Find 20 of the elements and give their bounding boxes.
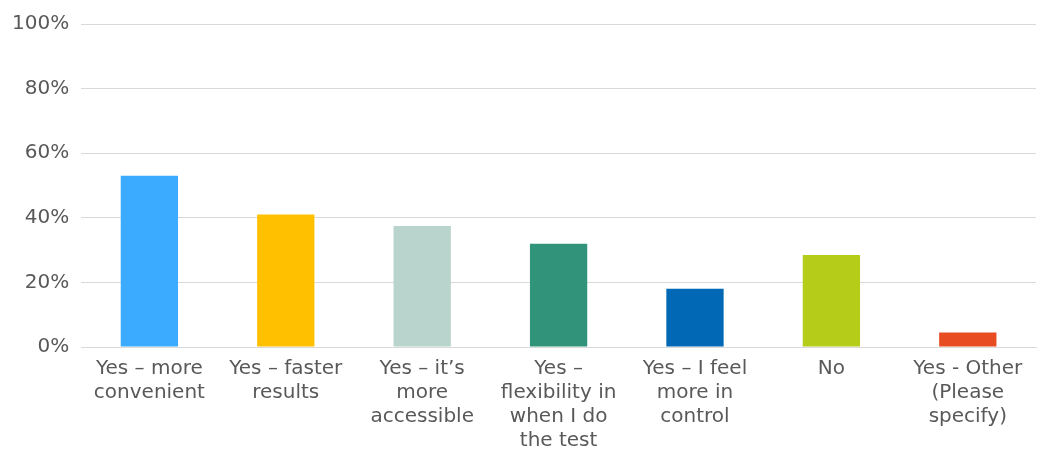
x-tick-label: Yes - Other (Please specify) (912, 355, 1024, 428)
x-tick-label: No (817, 355, 845, 380)
bar (393, 225, 451, 347)
y-tick-label: 40% (24, 204, 70, 228)
y-tick-label: 20% (24, 268, 70, 293)
x-tick-label: Yes – it’s more accessible (370, 355, 474, 428)
y-tick-label: 80% (24, 74, 70, 99)
bar (529, 243, 588, 347)
y-tick-label: 0% (37, 333, 70, 358)
x-tick-label: Yes – flexibility in when I do the test (500, 355, 617, 452)
x-tick-label: Yes – faster results (228, 355, 344, 404)
x-tick-label: Yes – more convenient (93, 355, 206, 404)
bar (802, 254, 861, 347)
x-tick-label: Yes – I feel more in control (641, 355, 748, 428)
y-tick-label: 100% (11, 10, 70, 35)
bar (257, 214, 315, 347)
bar (120, 175, 179, 347)
bar (939, 332, 997, 347)
bar (666, 288, 724, 347)
y-tick-label: 60% (24, 139, 70, 164)
